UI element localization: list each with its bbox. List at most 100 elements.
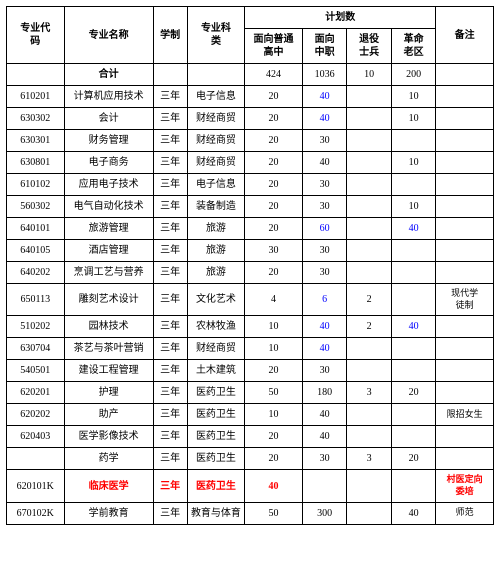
cell-plan-voc: 30 bbox=[302, 262, 347, 284]
cell-plan-old: 10 bbox=[391, 86, 436, 108]
cell-plan-hs: 50 bbox=[245, 502, 303, 524]
cell-name: 建设工程管理 bbox=[64, 360, 153, 382]
cell-duration: 三年 bbox=[153, 502, 187, 524]
cell-code: 610102 bbox=[7, 174, 65, 196]
cell-note bbox=[436, 382, 494, 404]
cell-note bbox=[436, 130, 494, 152]
cell-category: 电子信息 bbox=[187, 86, 245, 108]
cell-plan-hs: 20 bbox=[245, 108, 303, 130]
cell-plan-hs: 20 bbox=[245, 360, 303, 382]
cell-plan-hs: 20 bbox=[245, 262, 303, 284]
cell-category: 农林牧渔 bbox=[187, 316, 245, 338]
cell-plan-voc: 40 bbox=[302, 404, 347, 426]
header-plan-voc: 面向中职 bbox=[302, 29, 347, 64]
table-row: 510202园林技术三年农林牧渔1040240 bbox=[7, 316, 494, 338]
cell-category: 医药卫生 bbox=[187, 448, 245, 470]
header-plan-vet: 退役士兵 bbox=[347, 29, 392, 64]
cell-plan-voc: 60 bbox=[302, 218, 347, 240]
cell-code bbox=[7, 448, 65, 470]
cell-note bbox=[436, 316, 494, 338]
total-vet: 10 bbox=[347, 64, 392, 86]
cell-plan-vet bbox=[347, 502, 392, 524]
cell-name: 药学 bbox=[64, 448, 153, 470]
cell-plan-old: 10 bbox=[391, 152, 436, 174]
cell-note bbox=[436, 338, 494, 360]
cell-plan-voc: 40 bbox=[302, 152, 347, 174]
cell-code: 620101K bbox=[7, 470, 65, 502]
header-duration: 学制 bbox=[153, 7, 187, 64]
table-row: 630801电子商务三年财经商贸204010 bbox=[7, 152, 494, 174]
cell-plan-old: 40 bbox=[391, 502, 436, 524]
cell-plan-vet bbox=[347, 130, 392, 152]
total-note bbox=[436, 64, 494, 86]
cell-plan-voc: 30 bbox=[302, 448, 347, 470]
cell-plan-vet bbox=[347, 196, 392, 218]
table-row: 670102K学前教育三年教育与体育5030040师范 bbox=[7, 502, 494, 524]
cell-code: 640101 bbox=[7, 218, 65, 240]
cell-name: 电子商务 bbox=[64, 152, 153, 174]
cell-plan-old: 40 bbox=[391, 316, 436, 338]
table-row: 620202助产三年医药卫生1040限招女生 bbox=[7, 404, 494, 426]
total-label: 合计 bbox=[64, 64, 153, 86]
table-row: 630704茶艺与茶叶营销三年财经商贸1040 bbox=[7, 338, 494, 360]
cell-category: 医药卫生 bbox=[187, 404, 245, 426]
cell-name: 酒店管理 bbox=[64, 240, 153, 262]
header-note: 备注 bbox=[436, 7, 494, 64]
table-row: 610201计算机应用技术三年电子信息204010 bbox=[7, 86, 494, 108]
total-voc: 1036 bbox=[302, 64, 347, 86]
cell-plan-voc: 30 bbox=[302, 196, 347, 218]
table-row: 560302电气自动化技术三年装备制造203010 bbox=[7, 196, 494, 218]
cell-plan-old: 20 bbox=[391, 448, 436, 470]
cell-duration: 三年 bbox=[153, 108, 187, 130]
cell-plan-voc: 30 bbox=[302, 360, 347, 382]
cell-plan-hs: 20 bbox=[245, 174, 303, 196]
cell-duration: 三年 bbox=[153, 174, 187, 196]
cell-duration: 三年 bbox=[153, 240, 187, 262]
cell-plan-hs: 20 bbox=[245, 218, 303, 240]
cell-name: 雕刻艺术设计 bbox=[64, 284, 153, 316]
cell-plan-old bbox=[391, 174, 436, 196]
cell-category: 装备制造 bbox=[187, 196, 245, 218]
cell-name: 园林技术 bbox=[64, 316, 153, 338]
cell-plan-vet: 2 bbox=[347, 284, 392, 316]
cell-name: 会计 bbox=[64, 108, 153, 130]
cell-name: 学前教育 bbox=[64, 502, 153, 524]
cell-plan-hs: 30 bbox=[245, 240, 303, 262]
header-category: 专业科类 bbox=[187, 7, 245, 64]
cell-plan-old bbox=[391, 284, 436, 316]
cell-duration: 三年 bbox=[153, 196, 187, 218]
cell-code: 560302 bbox=[7, 196, 65, 218]
header-code: 专业代码 bbox=[7, 7, 65, 64]
cell-code: 620202 bbox=[7, 404, 65, 426]
cell-code: 630302 bbox=[7, 108, 65, 130]
cell-plan-vet bbox=[347, 174, 392, 196]
cell-plan-old bbox=[391, 426, 436, 448]
cell-plan-vet bbox=[347, 152, 392, 174]
cell-plan-vet bbox=[347, 360, 392, 382]
cell-plan-voc: 30 bbox=[302, 240, 347, 262]
cell-plan-hs: 20 bbox=[245, 152, 303, 174]
cell-note bbox=[436, 196, 494, 218]
total-row: 合计424103610200 bbox=[7, 64, 494, 86]
cell-code: 620403 bbox=[7, 426, 65, 448]
cell-plan-old bbox=[391, 130, 436, 152]
cell-category: 财经商贸 bbox=[187, 130, 245, 152]
cell-plan-vet bbox=[347, 240, 392, 262]
table-body: 合计424103610200610201计算机应用技术三年电子信息2040106… bbox=[7, 64, 494, 525]
cell-code: 650113 bbox=[7, 284, 65, 316]
cell-duration: 三年 bbox=[153, 338, 187, 360]
cell-duration: 三年 bbox=[153, 152, 187, 174]
table-row: 630302会计三年财经商贸204010 bbox=[7, 108, 494, 130]
cell-plan-vet bbox=[347, 108, 392, 130]
cell-code: 630704 bbox=[7, 338, 65, 360]
cell-category: 旅游 bbox=[187, 218, 245, 240]
cell-name: 财务管理 bbox=[64, 130, 153, 152]
cell-category: 医药卫生 bbox=[187, 470, 245, 502]
cell-code: 610201 bbox=[7, 86, 65, 108]
total-hs: 424 bbox=[245, 64, 303, 86]
cell-plan-old: 40 bbox=[391, 218, 436, 240]
cell-name: 计算机应用技术 bbox=[64, 86, 153, 108]
cell-duration: 三年 bbox=[153, 448, 187, 470]
cell-plan-vet bbox=[347, 262, 392, 284]
cell-note bbox=[436, 448, 494, 470]
